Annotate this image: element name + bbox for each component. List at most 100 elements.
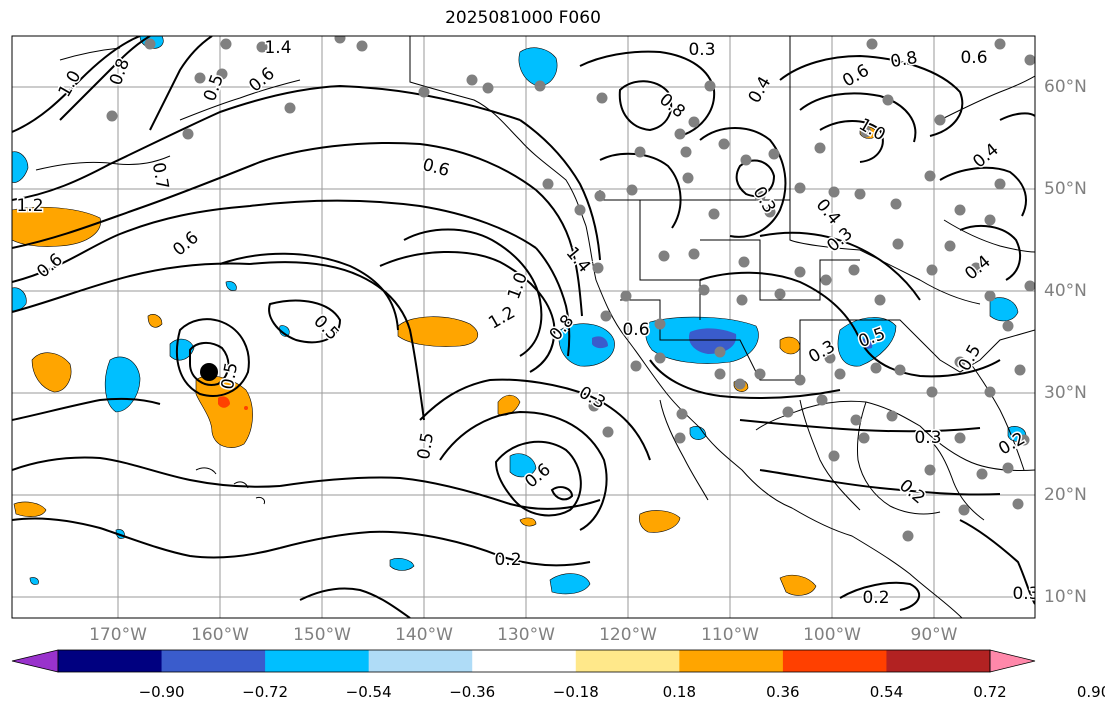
observation-dot xyxy=(764,206,776,218)
observation-dot xyxy=(870,362,882,374)
observation-dot xyxy=(848,264,860,276)
observation-dot xyxy=(654,352,666,364)
colorbar-tick-label: 0.72 xyxy=(973,683,1007,701)
observation-dot xyxy=(182,128,194,140)
observation-dot xyxy=(718,138,730,150)
latitude-label: 60°N xyxy=(1044,77,1087,97)
colorbar xyxy=(11,649,1036,673)
contour-label: 0.3 xyxy=(575,383,608,414)
observation-dot xyxy=(934,114,946,126)
colorbar-segment xyxy=(265,650,370,672)
longitude-label: 130°W xyxy=(497,625,555,645)
colorbar-segment xyxy=(782,650,887,672)
map-frame xyxy=(11,35,1036,619)
observation-dot xyxy=(418,86,430,98)
observation-dot xyxy=(828,450,840,462)
longitude-label: 170°W xyxy=(89,625,147,645)
observation-dot xyxy=(954,356,966,368)
contour-label: 0.4 xyxy=(969,140,1003,173)
observation-dot xyxy=(768,148,780,160)
colorbar-segment xyxy=(368,650,473,672)
observation-dot xyxy=(882,94,894,106)
contour-label: 0.8 xyxy=(889,48,919,72)
observation-dot xyxy=(754,190,766,202)
contour-label: 0.3 xyxy=(1012,584,1039,604)
contour-label: 1.4 xyxy=(264,38,291,58)
positive-anomaly-shading xyxy=(12,126,879,596)
observation-dots xyxy=(106,36,1035,542)
observation-dot xyxy=(874,294,886,306)
observation-dot xyxy=(704,80,716,92)
colorbar-extend-low xyxy=(11,649,59,673)
contour-label: 0.4 xyxy=(961,252,995,285)
observation-dot xyxy=(740,154,752,166)
contour-label: 0.6 xyxy=(960,48,987,68)
observation-dot xyxy=(674,128,686,140)
colorbar-tick-label: 0.90 xyxy=(1076,683,1105,701)
observation-dot xyxy=(284,102,296,114)
colorbar-segment xyxy=(472,650,577,672)
contour-label: 0.6 xyxy=(245,64,279,97)
observation-dot xyxy=(688,248,700,260)
colorbar-extend-high xyxy=(989,649,1036,673)
contour-label: 0.8 xyxy=(106,56,134,88)
observation-dot xyxy=(994,178,1006,190)
observation-dot xyxy=(574,204,586,216)
colorbar-tick-label: 0.18 xyxy=(662,683,697,701)
observation-dot xyxy=(794,182,806,194)
observation-dot xyxy=(984,214,996,226)
contour-label: 0.5 xyxy=(414,431,438,461)
observation-dot xyxy=(894,364,906,376)
colorbar-tick-label: 0.54 xyxy=(869,683,904,701)
observation-dot xyxy=(592,262,604,274)
contour-label: 1.0 xyxy=(504,270,532,302)
contour-label: 0.3 xyxy=(805,337,838,368)
observation-dot xyxy=(630,360,642,372)
latitude-label: 20°N xyxy=(1044,485,1087,505)
observation-dot xyxy=(994,38,1006,50)
observation-dot xyxy=(782,406,794,418)
contour-label: 0.6 xyxy=(420,155,451,181)
coastlines xyxy=(35,36,1035,618)
longitude-label: 110°W xyxy=(701,625,759,645)
observation-dot xyxy=(1002,462,1014,474)
observation-dot xyxy=(600,310,612,322)
observation-dot xyxy=(356,40,368,52)
observation-dot xyxy=(820,274,832,286)
longitude-label: 90°W xyxy=(910,625,958,645)
observation-dot xyxy=(680,146,692,158)
observation-dot xyxy=(144,38,156,50)
observation-dot xyxy=(334,36,346,44)
observation-dot xyxy=(482,82,494,94)
contour-label: 0.3 xyxy=(823,224,857,257)
observation-dot xyxy=(890,198,902,210)
observation-dot xyxy=(824,352,836,364)
observation-dot xyxy=(738,256,750,268)
latitude-label: 50°N xyxy=(1044,179,1087,199)
observation-dot xyxy=(834,368,846,380)
observation-dot xyxy=(658,250,670,262)
contour-label: 0.4 xyxy=(745,73,776,106)
observation-dot xyxy=(794,374,806,386)
observation-dot xyxy=(1012,498,1024,510)
observation-dot xyxy=(1018,434,1030,446)
longitude-label: 160°W xyxy=(191,625,249,645)
observation-dot xyxy=(596,92,608,104)
observation-dot xyxy=(858,432,870,444)
colorbar-tick-label: −0.18 xyxy=(552,683,599,701)
observation-dot xyxy=(850,414,862,426)
observation-dot xyxy=(866,38,878,50)
contour-label: 0.6 xyxy=(622,320,649,340)
contour-label: 0.2 xyxy=(895,476,929,509)
latitude-label: 40°N xyxy=(1044,281,1087,301)
contour-label: 0.2 xyxy=(494,550,521,570)
observation-dot xyxy=(984,386,996,398)
observation-dot xyxy=(620,290,632,302)
map-title: 2025081000 F060 xyxy=(445,8,601,28)
observation-dot xyxy=(626,184,638,196)
contour-label: 1.2 xyxy=(485,303,518,334)
observation-dot xyxy=(654,318,666,330)
contour-label: 0.2 xyxy=(862,588,889,608)
contour-lines xyxy=(12,36,1035,618)
